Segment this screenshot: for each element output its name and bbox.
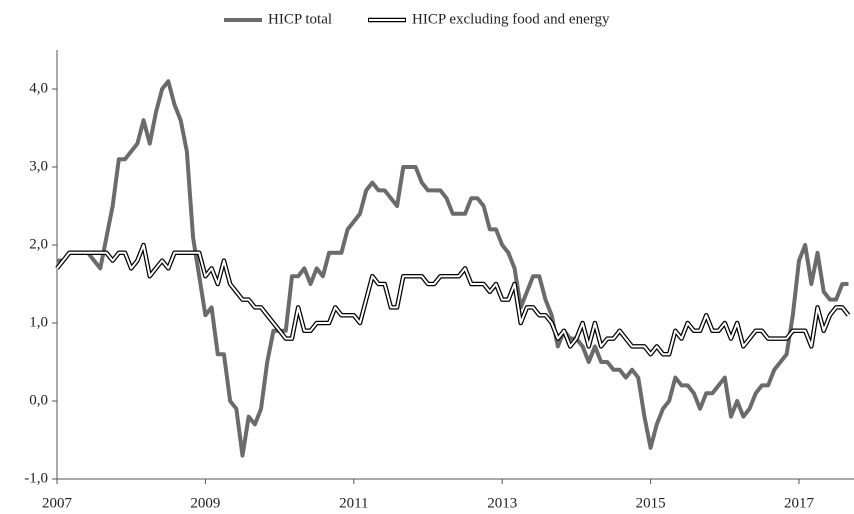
series-line-inner [56,244,850,356]
y-tick-label: 4,0 [29,80,48,96]
y-tick-label: 2,0 [29,236,48,252]
x-tick-label: 2009 [190,495,220,511]
y-tick-label: -1,0 [24,470,48,486]
series-line [57,79,849,458]
x-tick-label: 2015 [636,495,666,511]
y-tick-label: 0,0 [29,392,48,408]
x-tick-label: 2011 [339,495,368,511]
legend-label: HICP excluding food and energy [412,11,610,27]
legend-label: HICP total [268,11,332,27]
x-tick-label: 2007 [42,495,73,511]
y-tick-label: 3,0 [29,158,48,174]
y-tick-label: 1,0 [29,314,48,330]
x-tick-label: 2017 [784,495,815,511]
x-tick-label: 2013 [487,495,517,511]
